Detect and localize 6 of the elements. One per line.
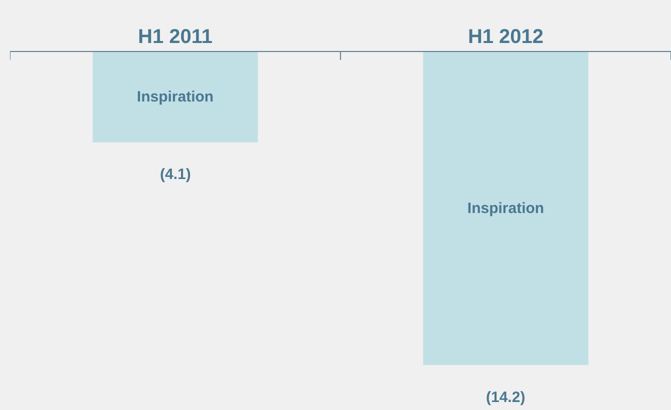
data-label: (4.1) xyxy=(160,166,191,183)
data-label: (14.2) xyxy=(486,389,526,406)
series-label: Inspiration xyxy=(136,88,214,106)
text: Inspiration xyxy=(467,200,544,217)
x-tick-label: H1 2012 xyxy=(468,26,544,48)
x-tick-label: H1 2011 xyxy=(138,26,213,48)
